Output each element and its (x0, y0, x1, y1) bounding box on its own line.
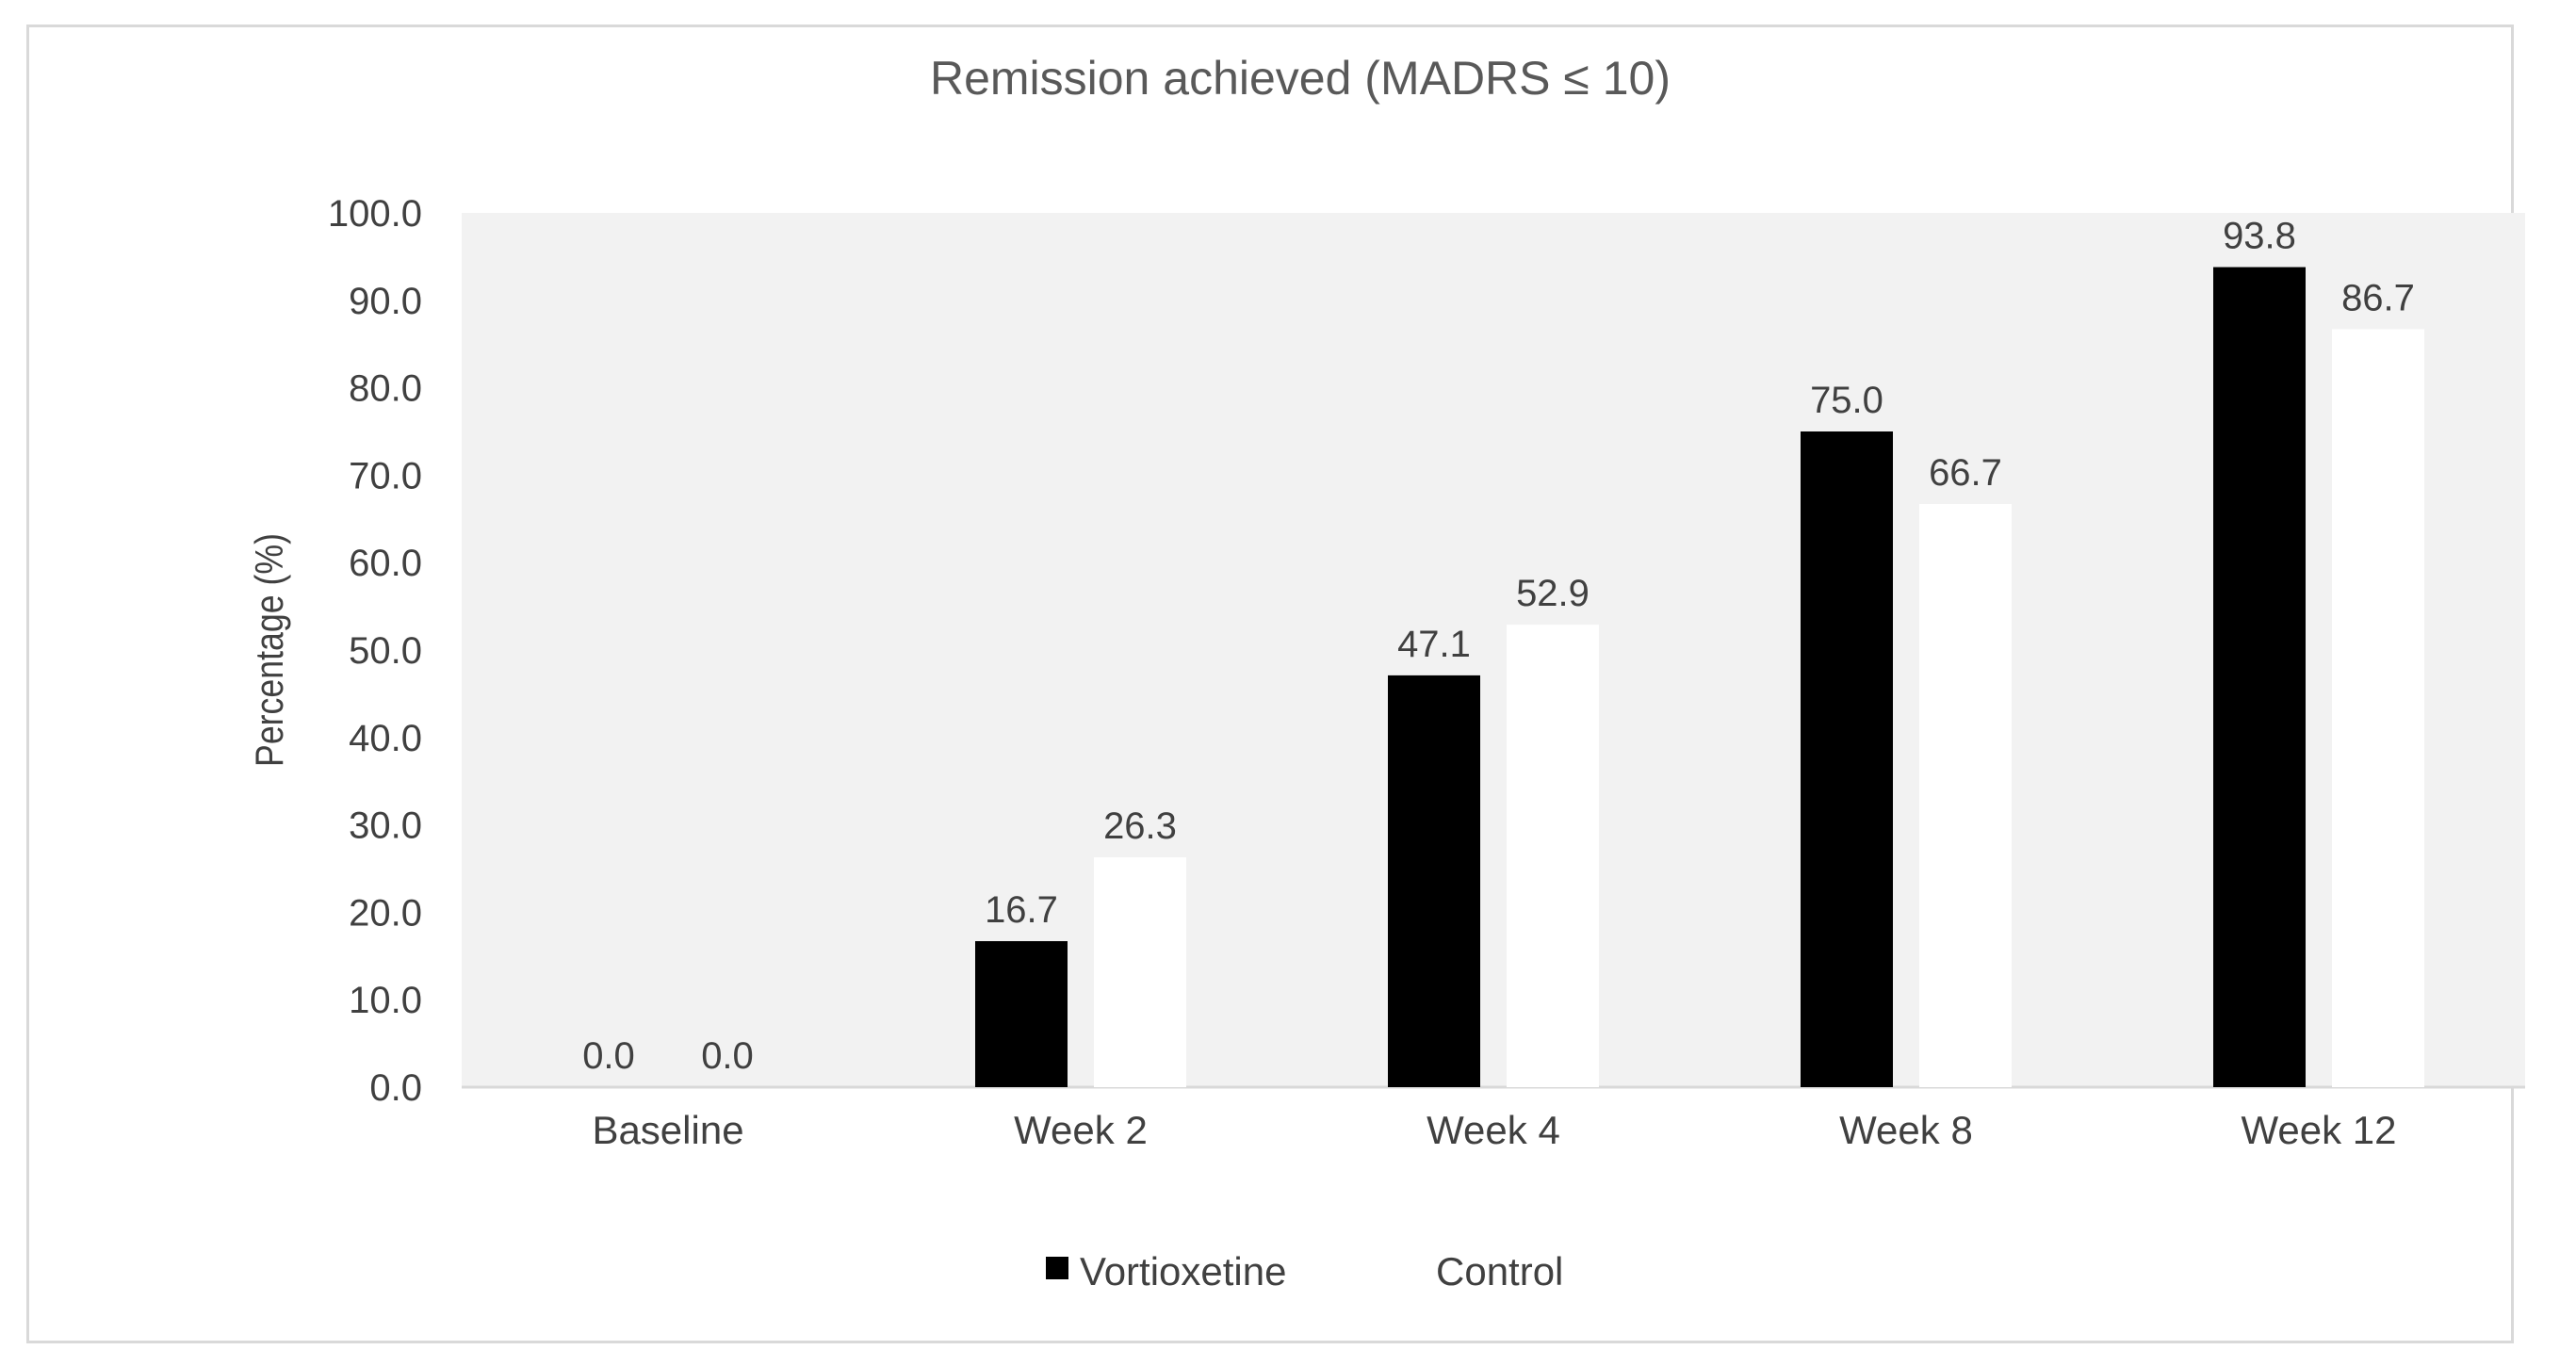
category-label: Week 12 (2242, 1108, 2397, 1152)
legend-label-vortioxetine: Vortioxetine (1080, 1249, 1286, 1293)
legend-swatch-vortioxetine (1046, 1257, 1068, 1279)
data-label: 52.9 (1516, 573, 1590, 614)
data-label: 93.8 (2223, 216, 2296, 257)
y-tick-label: 70.0 (349, 455, 422, 496)
bars (975, 267, 2424, 1087)
data-label: 0.0 (701, 1035, 754, 1077)
category-label: Week 8 (1839, 1108, 1973, 1152)
data-label: 0.0 (582, 1035, 635, 1077)
y-tick-label: 80.0 (349, 368, 422, 410)
y-tick-label: 20.0 (349, 892, 422, 934)
legend-swatch-control (1402, 1257, 1425, 1279)
y-tick-label: 90.0 (349, 281, 422, 322)
data-label: 16.7 (985, 889, 1058, 931)
category-label: Week 4 (1427, 1108, 1560, 1152)
category-labels: Baseline Week 2 Week 4 Week 8 Week 12 (592, 1108, 2396, 1152)
y-tick-label: 10.0 (349, 980, 422, 1021)
data-labels: 0.0 0.0 16.7 26.3 47.1 52.9 75.0 66.7 93.8 86.7 (582, 216, 2415, 1077)
bar-control-week-12 (2332, 329, 2424, 1087)
plot-area (462, 213, 2525, 1087)
bar-control-week-2 (1094, 856, 1186, 1087)
data-label: 75.0 (1810, 380, 1883, 421)
bar-control-week-4 (1507, 625, 1599, 1087)
data-label: 47.1 (1397, 624, 1471, 665)
data-label: 66.7 (1929, 452, 2002, 494)
y-tick-label: 30.0 (349, 805, 422, 847)
chart-title: Remission achieved (MADRS ≤ 10) (930, 52, 1671, 105)
y-axis-label: Percentage (%) (248, 533, 291, 767)
y-tick-label: 100.0 (328, 193, 422, 235)
legend: Vortioxetine Control (1046, 1249, 1563, 1293)
y-tick-label: 50.0 (349, 630, 422, 672)
y-tick-label: 0.0 (369, 1067, 422, 1109)
bar-vortioxetine-week-8 (1801, 431, 1893, 1087)
bar-vortioxetine-week-12 (2213, 267, 2306, 1087)
bar-control-week-8 (1919, 504, 2012, 1087)
y-tick-label: 40.0 (349, 718, 422, 759)
y-axis-ticks: 0.0 10.0 20.0 30.0 40.0 50.0 60.0 70.0 80.0 90.0 1… (328, 193, 422, 1109)
bar-vortioxetine-week-4 (1388, 675, 1480, 1087)
data-label: 86.7 (2341, 277, 2415, 318)
bar-vortioxetine-week-2 (975, 941, 1068, 1087)
data-label: 26.3 (1103, 805, 1177, 847)
y-tick-label: 60.0 (349, 543, 422, 584)
category-label: Baseline (592, 1108, 743, 1152)
category-label: Week 2 (1014, 1108, 1148, 1152)
legend-label-control: Control (1436, 1249, 1563, 1293)
